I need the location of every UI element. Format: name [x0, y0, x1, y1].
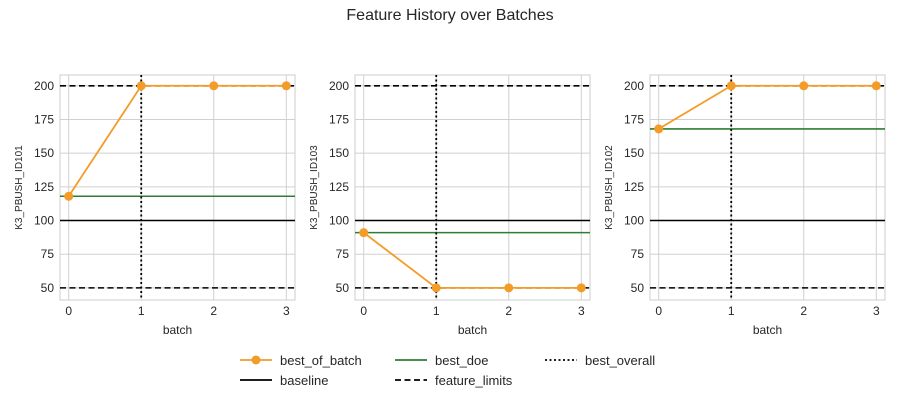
legend-label: feature_limits [435, 373, 513, 388]
y-tick-label: 50 [336, 281, 350, 295]
legend-label: best_of_batch [280, 353, 362, 368]
y-tick-label: 75 [631, 247, 645, 261]
y-tick-label: 75 [336, 247, 350, 261]
legend-item-baseline: baseline [240, 373, 328, 388]
legend: best_of_batch baseline best_doe feature_lim… [240, 353, 655, 388]
x-tick-label: 2 [800, 304, 807, 318]
x-tick-label: 0 [360, 304, 367, 318]
best-of-batch-point [431, 283, 441, 293]
y-tick-label: 100 [329, 214, 349, 228]
x-tick-label: 0 [655, 304, 662, 318]
x-tick-label: 1 [138, 304, 145, 318]
y-tick-label: 100 [624, 214, 644, 228]
y-tick-label: 200 [624, 79, 644, 93]
x-tick-label: 1 [728, 304, 735, 318]
legend-label: best_doe [435, 353, 489, 368]
legend-marker [251, 355, 261, 365]
best-of-batch-point [726, 81, 736, 91]
y-tick-label: 75 [41, 247, 55, 261]
y-tick-label: 125 [34, 180, 54, 194]
best-of-batch-point [654, 124, 664, 134]
y-axis-label: K3_PBUSH_ID103 [309, 145, 320, 230]
best-of-batch-point [799, 81, 809, 91]
best-of-batch-point [576, 283, 586, 293]
figure-title: Feature History over Batches [346, 7, 553, 24]
subplot-2: 0 1 2 3 50 75 100 125 150 175 200 batch K3_PBUSH_ID1… [309, 74, 591, 337]
best-of-batch-point [64, 191, 74, 201]
x-tick-label: 0 [65, 304, 72, 318]
best-of-batch-point [281, 81, 291, 91]
y-tick-label: 175 [34, 112, 54, 126]
best-of-batch-line [67, 84, 287, 197]
y-tick-label: 200 [329, 79, 349, 93]
best-of-batch-line [658, 84, 877, 130]
legend-item-best-doe: best_doe [395, 353, 489, 368]
best-of-batch-point [359, 228, 369, 238]
best-of-batch-point [209, 81, 219, 91]
y-tick-label: 50 [41, 281, 55, 295]
legend-label: baseline [280, 373, 328, 388]
x-tick-label: 3 [283, 304, 290, 318]
subplot-3: 0 1 2 3 50 75 100 125 150 175 200 batch K3_PBUSH_ID1… [604, 74, 886, 337]
y-tick-label: 100 [34, 214, 54, 228]
y-tick-label: 175 [624, 112, 644, 126]
best-of-batch-point [136, 81, 146, 91]
x-axis-label: batch [163, 323, 192, 337]
y-tick-label: 125 [624, 180, 644, 194]
y-tick-label: 200 [34, 79, 54, 93]
x-tick-label: 3 [873, 304, 880, 318]
plot-frame [649, 74, 886, 301]
y-axis-label: K3_PBUSH_ID102 [604, 145, 615, 230]
x-tick-label: 2 [505, 304, 512, 318]
y-tick-label: 175 [329, 112, 349, 126]
y-axis-label: K3_PBUSH_ID101 [14, 145, 25, 230]
x-axis-label: batch [753, 323, 782, 337]
legend-item-feature-limits: feature_limits [395, 373, 513, 388]
best-of-batch-line [363, 231, 582, 289]
legend-item-best-overall: best_overall [545, 353, 655, 368]
x-axis-label: batch [458, 323, 487, 337]
plot-frame [354, 74, 591, 301]
y-tick-label: 150 [329, 146, 349, 160]
legend-label: best_overall [585, 353, 655, 368]
subplot-1: 0 1 2 3 50 75 100 125 150 175 200 batch K3_PBUSH_ID1… [14, 74, 296, 337]
plot-frame [59, 74, 296, 301]
best-of-batch-point [504, 283, 514, 293]
best-of-batch-point [871, 81, 881, 91]
legend-item-best-of-batch: best_of_batch [240, 353, 362, 368]
x-tick-label: 3 [578, 304, 585, 318]
y-tick-label: 150 [624, 146, 644, 160]
subplot-panels: 0 1 2 35075100125150175200batchK3_PBUSH_ID1… [14, 74, 886, 337]
x-tick-label: 1 [433, 304, 440, 318]
x-tick-label: 2 [210, 304, 217, 318]
y-tick-label: 150 [34, 146, 54, 160]
y-tick-label: 125 [329, 180, 349, 194]
y-tick-label: 50 [631, 281, 645, 295]
